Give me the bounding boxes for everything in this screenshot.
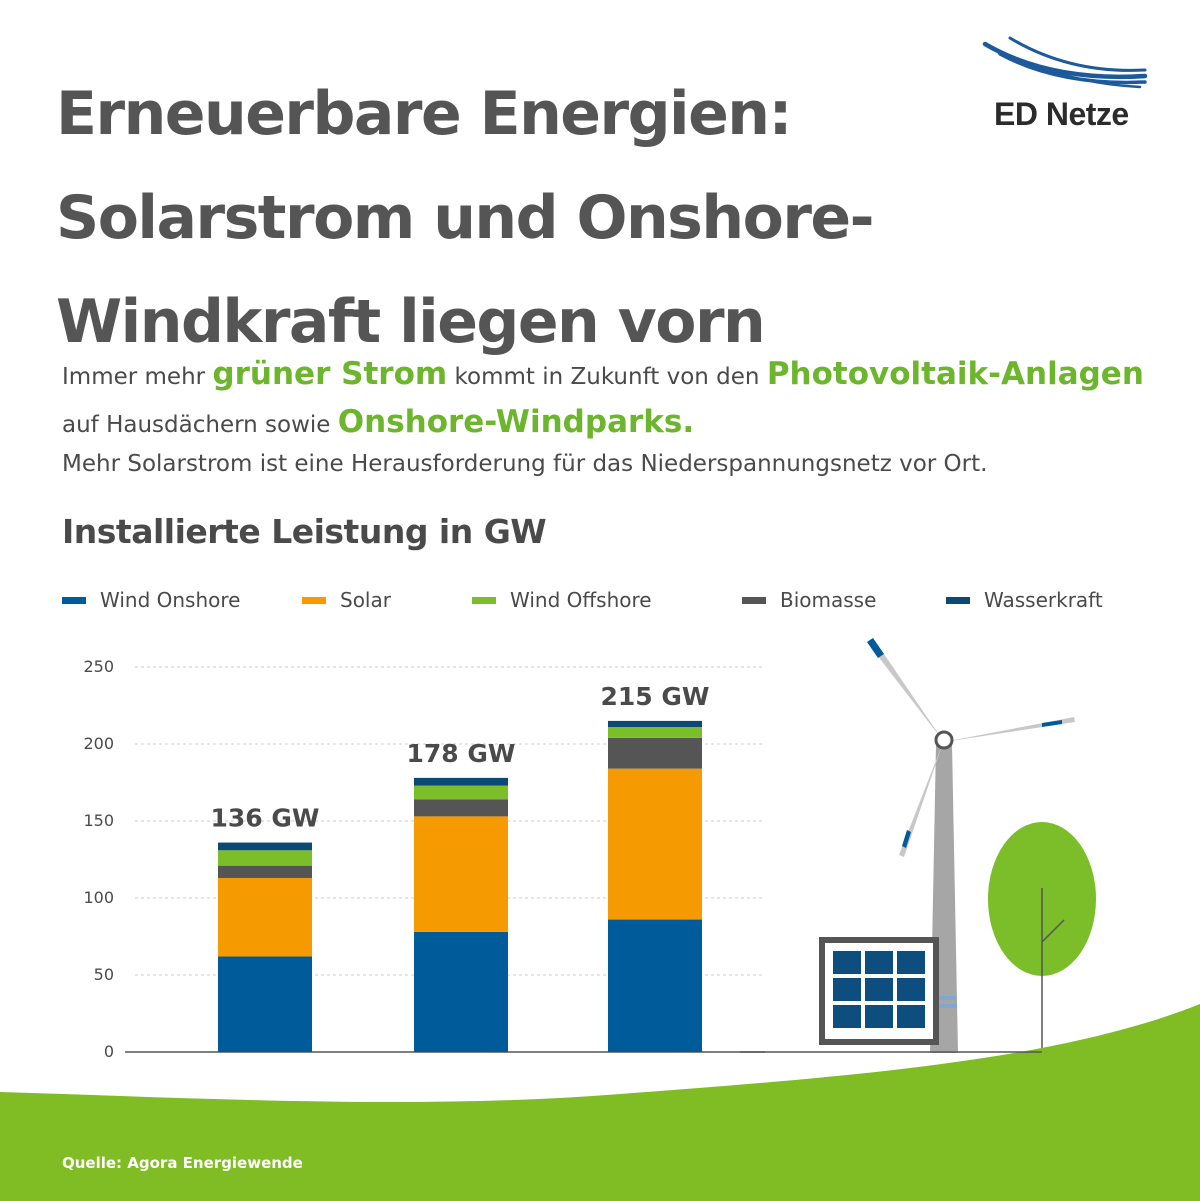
legend-label-wind-onshore: Wind Onshore: [100, 588, 241, 612]
legend-label-solar: Solar: [340, 588, 391, 612]
legend-item-biomasse: Biomasse: [742, 584, 876, 616]
bar-segment-wind-onshore: [218, 956, 312, 1052]
logo-text: ED Netze: [994, 96, 1129, 132]
bar-segment-biomasse: [218, 865, 312, 878]
title-line-2: Solarstrom und Onshore-: [56, 183, 875, 253]
tree-icon: [988, 822, 1096, 1050]
chart-title: Installierte Leistung in GW: [62, 512, 547, 551]
green-ground-shape: [0, 1004, 1200, 1201]
bar-segment-wind-offshore: [608, 727, 702, 738]
bar-total-label: 215 GW: [601, 682, 710, 711]
bar-segment-wasserkraft: [414, 777, 508, 786]
legend-label-wind-offshore: Wind Offshore: [510, 588, 652, 612]
y-tick-label: 200: [83, 734, 114, 753]
legend-item-solar: Solar: [302, 584, 391, 616]
bar-segment-wind-onshore: [414, 931, 508, 1052]
bar-total-label: 178 GW: [407, 739, 516, 768]
bar-segment-wind-offshore: [414, 785, 508, 800]
title-line-1: Erneuerbare Energien:: [56, 79, 793, 149]
legend-swatch-biomasse: [742, 596, 766, 604]
page-title: Erneuerbare Energien: Solarstrom und Ons…: [56, 62, 956, 374]
legend-item-wind-offshore: Wind Offshore: [472, 584, 652, 616]
intro-text-1: Immer mehr: [62, 364, 213, 390]
legend-label-wasserkraft: Wasserkraft: [984, 588, 1103, 612]
intro-text-2: kommt in Zukunft von den: [447, 364, 767, 390]
y-tick-label: 50: [94, 965, 114, 984]
legend-item-wasserkraft: Wasserkraft: [946, 584, 1103, 616]
ed-netze-logo-icon: [982, 36, 1148, 89]
legend-swatch-solar: [302, 596, 326, 604]
intro-highlight-onshore: Onshore-Windparks.: [337, 404, 695, 440]
solar-panel-icon: [819, 937, 939, 1045]
legend-swatch-wasserkraft: [946, 596, 970, 604]
bar-segment-solar: [414, 816, 508, 932]
intro-paragraph: Immer mehr grüner Strom kommt in Zukunft…: [62, 352, 1172, 448]
y-tick-label: 0: [104, 1042, 114, 1060]
legend-item-wind-onshore: Wind Onshore: [62, 584, 240, 616]
intro-text-3: auf Hausdächern sowie: [62, 412, 338, 438]
bar-segment-solar: [608, 768, 702, 920]
bar-segment-wind-onshore: [608, 919, 702, 1052]
source-note: Quelle: Agora Energiewende: [62, 1154, 303, 1172]
bar-total-label: 136 GW: [211, 804, 320, 833]
legend-swatch-wind-onshore: [62, 596, 86, 604]
bar-segment-biomasse: [608, 737, 702, 769]
intro-highlight-green-power: grüner Strom: [212, 356, 448, 392]
bar-segment-wind-offshore: [218, 850, 312, 866]
bar-segment-solar: [218, 877, 312, 957]
y-tick-label: 150: [83, 811, 114, 830]
bar-segment-biomasse: [414, 799, 508, 817]
intro-highlight-pv: Photovoltaik-Anlagen: [766, 356, 1144, 392]
y-tick-label: 250: [83, 657, 114, 676]
title-line-3: Windkraft liegen vorn: [56, 287, 766, 357]
bar-segment-wasserkraft: [608, 720, 702, 728]
legend-swatch-wind-offshore: [472, 596, 496, 604]
energy-illustration: [819, 638, 1096, 1053]
chart-legend: Wind Onshore Solar Wind Offshore Biomass…: [62, 584, 1182, 616]
bar-segment-wasserkraft: [218, 842, 312, 851]
intro-line-2: Mehr Solarstrom ist eine Herausforderung…: [62, 451, 988, 477]
y-tick-label: 100: [83, 888, 114, 907]
legend-label-biomasse: Biomasse: [780, 588, 877, 612]
